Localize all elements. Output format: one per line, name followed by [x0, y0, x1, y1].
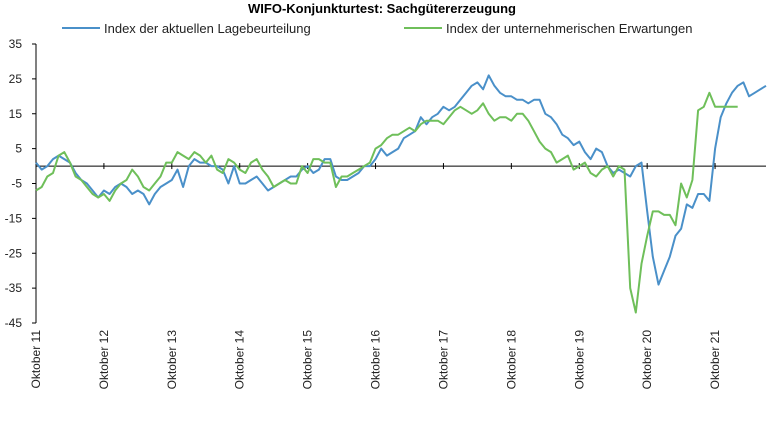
legend-label-erwartungen: Index der unternehmerischen Erwartungen	[446, 21, 692, 36]
y-tick-label: -25	[5, 246, 23, 260]
series-lines	[35, 74, 767, 314]
y-axis-ticks: 35 25 15 5 -5 -15 -25 -35 -45	[5, 37, 36, 330]
x-tick-label: Oktober 12	[97, 330, 111, 390]
legend-label-lage: Index der aktuellen Lagebeurteilung	[104, 21, 311, 36]
y-tick-label: -5	[11, 177, 22, 191]
y-tick-label: 35	[9, 37, 23, 51]
x-tick-label: Oktober 20	[640, 330, 654, 390]
chart-title: WIFO-Konjunkturtest: Sachgütererzeugung	[248, 1, 516, 16]
y-tick-label: -35	[5, 281, 23, 295]
y-tick-label: 5	[15, 142, 22, 156]
x-tick-label: Oktober 14	[233, 330, 247, 390]
y-tick-label: 25	[9, 72, 23, 86]
x-tick-label: Oktober 18	[504, 330, 518, 390]
series-line-erwartungen	[35, 91, 738, 314]
x-tick-label: Oktober 11	[29, 330, 43, 389]
legend: Index der aktuellen Lagebeurteilung Inde…	[62, 21, 692, 36]
x-tick-label: Oktober 15	[301, 330, 315, 390]
y-tick-label: 15	[9, 107, 23, 121]
x-tick-label: Oktober 19	[572, 330, 586, 390]
series-line-lagebeurteilung	[35, 74, 767, 286]
y-tick-label: -15	[5, 211, 23, 225]
x-tick-label: Oktober 21	[708, 330, 722, 390]
y-tick-label: -45	[5, 316, 23, 330]
x-tick-label: Oktober 17	[436, 330, 450, 390]
x-tick-label: Oktober 16	[369, 330, 383, 390]
x-axis-ticks: Oktober 11 Oktober 12 Oktober 13 Oktober 14…	[29, 163, 722, 389]
x-tick-label: Oktober 13	[165, 330, 179, 390]
